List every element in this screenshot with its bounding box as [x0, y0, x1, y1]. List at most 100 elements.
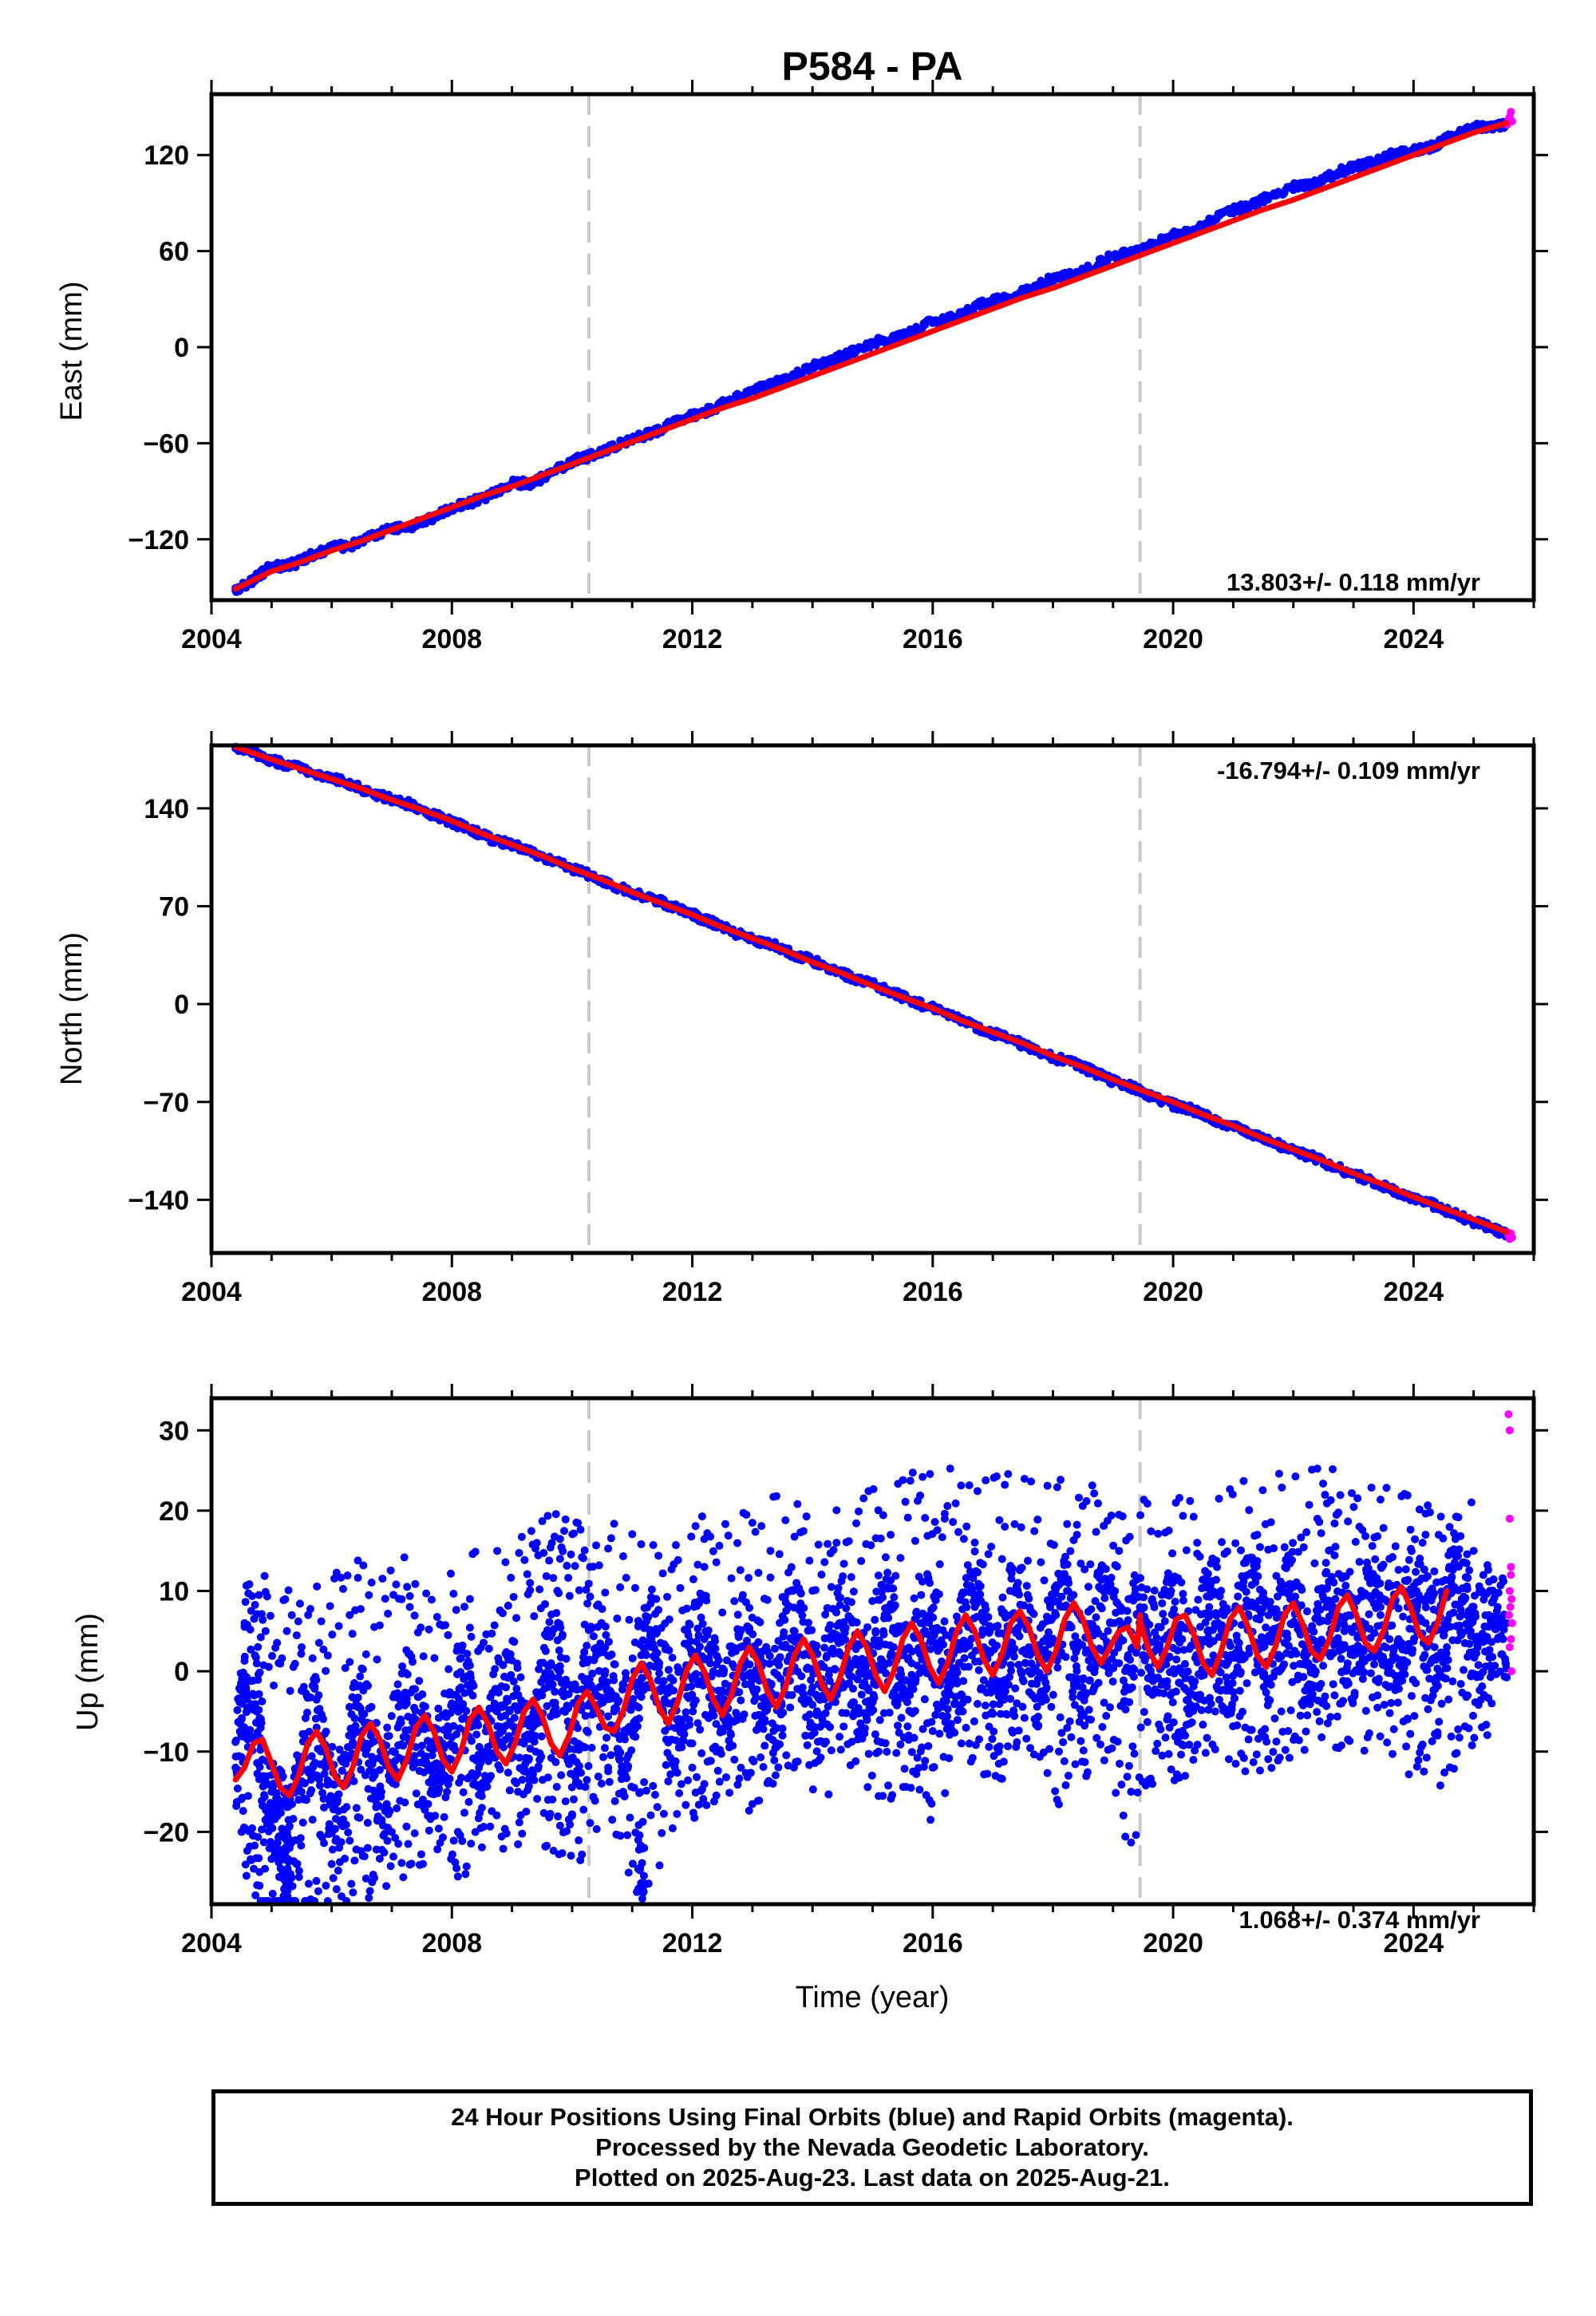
up-series-0-point	[342, 1803, 351, 1812]
up-series-0-point	[1001, 1613, 1010, 1622]
up-series-0-point	[687, 1682, 696, 1691]
up-series-0-point	[397, 1718, 405, 1727]
up-series-0-point	[1033, 1680, 1041, 1689]
up-series-0-point	[315, 1781, 324, 1790]
up-series-0-point	[884, 1614, 893, 1622]
up-series-0-point	[832, 1608, 840, 1617]
up-series-0-point	[631, 1733, 640, 1741]
up-series-0-point	[465, 1595, 474, 1603]
up-series-0-point	[1130, 1665, 1139, 1674]
east-series-1-point	[1507, 108, 1515, 117]
up-series-0-point	[885, 1658, 894, 1667]
up-series-0-point	[993, 1642, 1001, 1650]
up-series-0-point	[926, 1579, 934, 1587]
up-series-0-point	[260, 1792, 269, 1801]
up-series-0-point	[994, 1622, 1002, 1630]
up-series-0-point	[732, 1646, 741, 1655]
up-panel: 1.068+/- 0.374 mm/yr Up (mm) Time (year)…	[71, 1384, 1548, 2014]
up-series-0-point	[431, 1812, 440, 1820]
up-series-0-point	[989, 1709, 998, 1718]
up-series-0-point	[688, 1763, 697, 1772]
up-series-0-point	[665, 1646, 674, 1654]
up-series-0-point	[1121, 1705, 1130, 1714]
up-series-0-point	[903, 1722, 912, 1731]
up-series-0-point	[233, 1705, 242, 1714]
up-series-0-point	[1100, 1594, 1109, 1603]
up-series-0-point	[350, 1714, 359, 1723]
east-x-tick-label: 2004	[181, 624, 242, 654]
up-series-0-point	[1211, 1707, 1219, 1716]
up-series-0-point	[255, 1705, 263, 1714]
up-series-0-point	[242, 1686, 251, 1694]
up-series-0-point	[1167, 1587, 1175, 1595]
up-series-0-point	[1179, 1596, 1187, 1605]
up-series-0-point	[1172, 1655, 1181, 1664]
up-series-0-point	[664, 1666, 673, 1674]
up-series-0-point	[710, 1637, 719, 1646]
east-y-axis-label: East (mm)	[55, 281, 89, 421]
up-series-0-point	[745, 1660, 754, 1669]
up-series-0-point	[1180, 1660, 1189, 1669]
up-series-0-point	[1112, 1658, 1120, 1667]
up-series-0-point	[998, 1593, 1007, 1602]
up-series-0-point	[334, 1790, 343, 1799]
up-series-0-point	[890, 1593, 899, 1602]
up-series-0-point	[1073, 1666, 1081, 1675]
up-series-0	[231, 1464, 1511, 1905]
up-series-0-point	[510, 1638, 519, 1646]
up-series-0-point	[887, 1531, 895, 1539]
up-series-0-point	[737, 1696, 745, 1705]
up-series-0-point	[1170, 1605, 1179, 1614]
up-series-0-point	[319, 1715, 328, 1724]
north-x-tick-label: 2020	[1143, 1277, 1203, 1307]
north-y-axis-label: North (mm)	[55, 932, 89, 1085]
up-series-0-point	[1150, 1603, 1159, 1611]
up-series-0-point	[871, 1628, 880, 1637]
up-series-0-point	[634, 1714, 643, 1723]
up-series-0-point	[962, 1603, 971, 1611]
up-series-0-point	[959, 1677, 968, 1686]
up-series-0-point	[940, 1617, 949, 1626]
east-panel: 13.803+/- 0.118 mm/yr East (mm) 2004 2008…	[55, 80, 1548, 654]
up-series-0-point	[383, 1723, 392, 1732]
up-series-0-point	[552, 1609, 561, 1618]
up-series-0-point	[847, 1598, 855, 1607]
east-model-line	[232, 120, 1510, 592]
up-series-0-point	[1143, 1585, 1152, 1594]
up-series-0-point	[358, 1665, 367, 1674]
up-series-0-point	[1051, 1609, 1060, 1618]
up-series-0-point	[780, 1628, 788, 1637]
up-series-0-point	[685, 1721, 694, 1729]
east-y-tick-label: −60	[143, 429, 189, 459]
up-series-0-point	[583, 1642, 591, 1650]
east-y-tick-label: 60	[159, 237, 189, 267]
north-y-tick-label: 0	[174, 990, 189, 1020]
up-series-0-point	[981, 1701, 990, 1709]
up-series-0-point	[628, 1654, 637, 1662]
up-series-0-point	[1107, 1573, 1116, 1582]
up-series-0-point	[738, 1591, 747, 1599]
up-series-0-point	[233, 1784, 242, 1793]
up-series-0-point	[704, 1626, 713, 1634]
up-series-0-point	[775, 1661, 784, 1670]
up-series-0-point	[1097, 1604, 1106, 1613]
up-series-0-point	[562, 1654, 571, 1663]
up-series-0-point	[424, 1800, 433, 1808]
up-series-0-point	[776, 1653, 784, 1662]
up-series-0-point	[322, 1727, 330, 1736]
up-series-0-point	[654, 1606, 663, 1614]
up-series-0-point	[634, 1703, 643, 1712]
up-series-0-point	[601, 1622, 610, 1631]
up-series-0-point	[934, 1590, 943, 1599]
up-series-0-point	[974, 1666, 983, 1674]
up-series-0-point	[328, 1742, 337, 1751]
up-series-0-point	[555, 1555, 564, 1563]
up-series-0-point	[541, 1646, 550, 1655]
up-series-0-point	[673, 1769, 681, 1777]
up-series-0-point	[516, 1673, 525, 1682]
up-series-0-point	[354, 1694, 362, 1702]
up-series-0-point	[879, 1630, 888, 1638]
up-series-0-point	[698, 1619, 707, 1628]
up-series-0-point	[808, 1701, 817, 1709]
x-axis-label: Time (year)	[796, 1981, 950, 2014]
